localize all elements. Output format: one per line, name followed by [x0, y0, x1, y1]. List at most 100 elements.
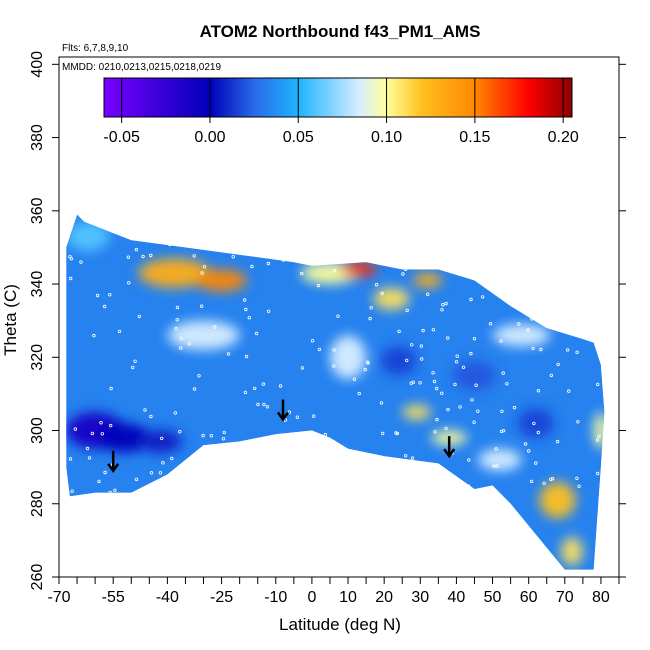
sample-point: [499, 429, 504, 434]
x-tick-label: 80: [592, 589, 610, 606]
x-tick-label: -10: [264, 589, 287, 606]
sample-point: [431, 371, 435, 375]
sample-point: [497, 241, 501, 245]
sample-point: [476, 409, 480, 413]
sample-point: [174, 327, 178, 331]
field-feature-1: [196, 269, 247, 292]
arrow-head: [443, 448, 456, 459]
field-feature-8: [138, 430, 182, 453]
sample-point: [341, 448, 345, 452]
x-tick-label: 60: [520, 589, 538, 606]
sample-point: [401, 272, 405, 276]
sample-point: [477, 248, 482, 252]
sample-point: [555, 439, 560, 444]
sample-point: [332, 364, 336, 368]
sample-point: [549, 373, 553, 378]
sample-point: [526, 328, 530, 332]
sample-point: [103, 470, 107, 475]
sample-point: [287, 467, 292, 472]
sample-point: [405, 358, 409, 363]
sample-point: [171, 485, 176, 489]
colorbar-tick-label: 0.05: [283, 129, 314, 146]
sample-point: [366, 361, 370, 365]
sample-point: [300, 271, 304, 276]
sample-point: [175, 305, 180, 310]
sample-point: [410, 343, 414, 347]
field-feature-14: [539, 481, 576, 519]
sample-point: [458, 405, 462, 409]
sample-point: [472, 337, 477, 341]
sample-point: [252, 386, 257, 391]
sample-point: [466, 484, 471, 488]
sample-point: [453, 382, 457, 387]
sample-point: [542, 481, 546, 485]
sample-point: [266, 309, 271, 313]
sample-point: [551, 316, 555, 320]
sample-point: [202, 265, 207, 269]
sample-point: [495, 464, 499, 468]
sample-point: [265, 405, 270, 409]
sample-point: [405, 308, 409, 313]
sample-point: [158, 471, 163, 475]
chart-title: ATOM2 Northbound f43_PM1_AMS: [200, 22, 481, 41]
sample-point: [310, 339, 315, 343]
sample-point: [323, 432, 327, 437]
x-tick-label: 20: [375, 589, 393, 606]
sample-point: [287, 410, 292, 414]
sample-point: [400, 487, 405, 491]
x-tick-label: 70: [556, 589, 574, 606]
sample-point: [266, 261, 271, 266]
sample-point: [305, 448, 309, 452]
sample-point: [173, 411, 177, 415]
sample-point: [452, 260, 457, 265]
sample-point: [85, 446, 90, 451]
sample-point: [446, 336, 450, 340]
sample-point: [595, 246, 599, 250]
field-feature-4: [373, 287, 410, 310]
sample-point: [477, 244, 481, 248]
sample-point: [575, 289, 579, 293]
y-tick-label: 280: [29, 490, 46, 517]
y-tick-label: 320: [29, 344, 46, 371]
sample-point: [368, 316, 372, 321]
sample-point: [575, 350, 579, 354]
sample-point: [242, 298, 247, 302]
x-tick-label: -55: [102, 589, 125, 606]
sample-point: [491, 488, 495, 492]
sample-point: [221, 437, 226, 441]
sample-point: [490, 278, 495, 282]
sample-point: [536, 389, 541, 393]
sample-point: [73, 427, 78, 431]
sample-point: [494, 447, 498, 451]
y-axis: 260 280 300 320 340 360 380 400: [29, 51, 626, 590]
sample-point: [575, 476, 579, 480]
sample-point: [565, 348, 570, 352]
sample-point: [505, 256, 509, 260]
field-feature-0: [138, 258, 211, 288]
sample-point: [550, 477, 555, 481]
arrow-head: [276, 411, 290, 422]
sample-point: [406, 254, 410, 259]
field-feature-17: [492, 324, 551, 347]
sample-point: [127, 281, 131, 285]
field-feature-9: [380, 346, 417, 376]
sample-point: [338, 459, 342, 464]
sample-point: [192, 387, 197, 391]
sample-point: [433, 430, 437, 434]
sample-point: [523, 442, 528, 446]
sample-point: [472, 242, 476, 246]
field-feature-16: [593, 412, 605, 449]
sample-point: [527, 449, 531, 453]
field-feature-7: [98, 423, 150, 453]
sample-point: [576, 420, 580, 424]
sample-point: [537, 262, 542, 267]
sample-point: [149, 253, 153, 258]
sample-point: [455, 266, 459, 270]
sample-point: [173, 483, 177, 487]
sample-point: [435, 386, 439, 391]
sample-point: [70, 489, 74, 493]
y-tick-label: 400: [29, 51, 46, 78]
sample-point: [454, 360, 459, 364]
y-tick-label: 260: [29, 564, 46, 591]
sample-point: [381, 431, 385, 436]
